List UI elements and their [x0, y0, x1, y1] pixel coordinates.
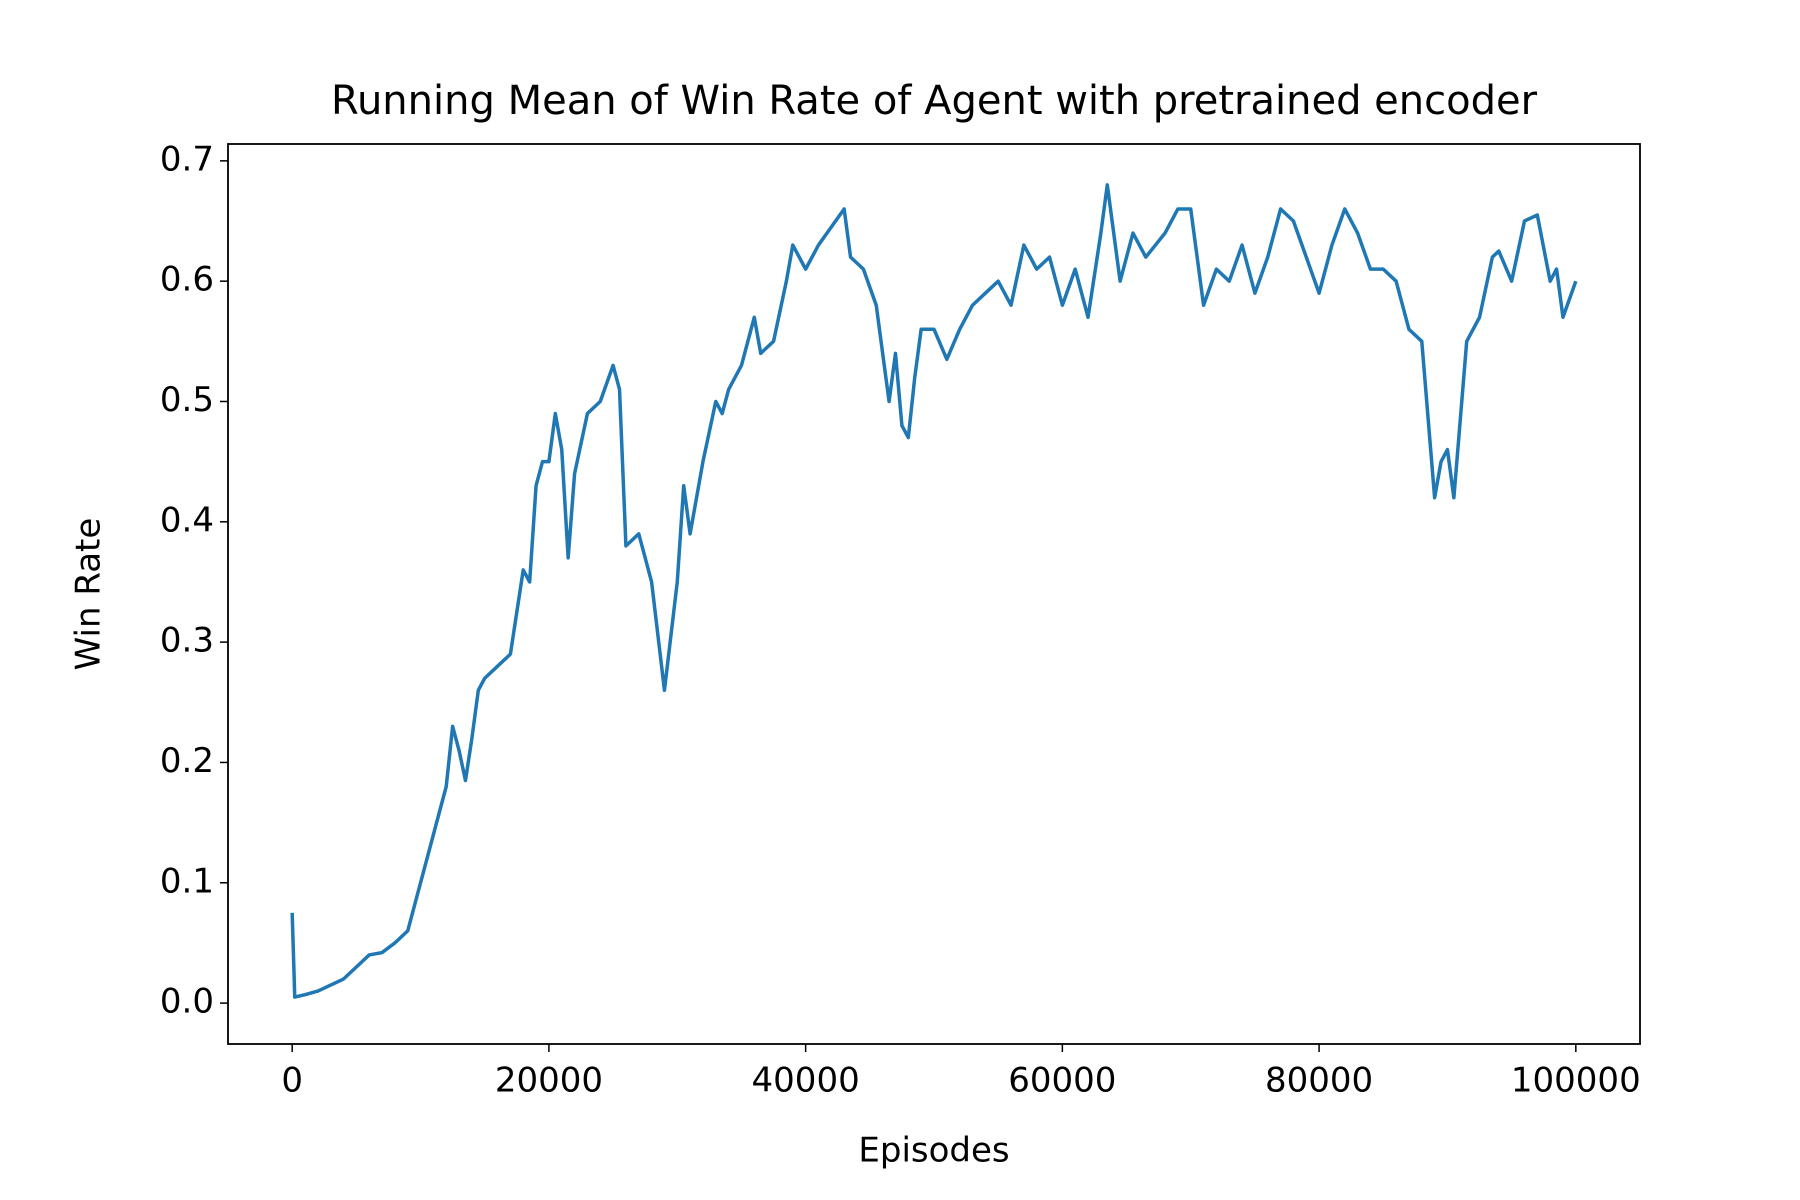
x-tick-label: 0	[281, 1061, 303, 1101]
y-tick-label: 0.3	[160, 621, 214, 661]
x-tick-label: 80000	[1265, 1061, 1373, 1101]
x-tick-label: 100000	[1511, 1061, 1641, 1101]
line-series	[290, 183, 1578, 999]
y-axis-label: Win Rate	[69, 518, 109, 671]
plot-frame	[227, 143, 1641, 1045]
y-tick-label: 0.4	[160, 500, 214, 540]
y-tick-label: 0.5	[160, 380, 214, 420]
x-tick-label: 60000	[1008, 1061, 1116, 1101]
y-tick-label: 0.0	[160, 982, 214, 1022]
x-tick-label: 40000	[752, 1061, 860, 1101]
y-tick-label: 0.6	[160, 260, 214, 300]
y-tick-label: 0.7	[160, 139, 214, 179]
x-tick-label: 20000	[495, 1061, 603, 1101]
chart-title: Running Mean of Win Rate of Agent with p…	[331, 78, 1538, 124]
x-axis-label: Episodes	[858, 1131, 1009, 1171]
y-tick-label: 0.2	[160, 741, 214, 781]
y-tick-label: 0.1	[160, 861, 214, 901]
